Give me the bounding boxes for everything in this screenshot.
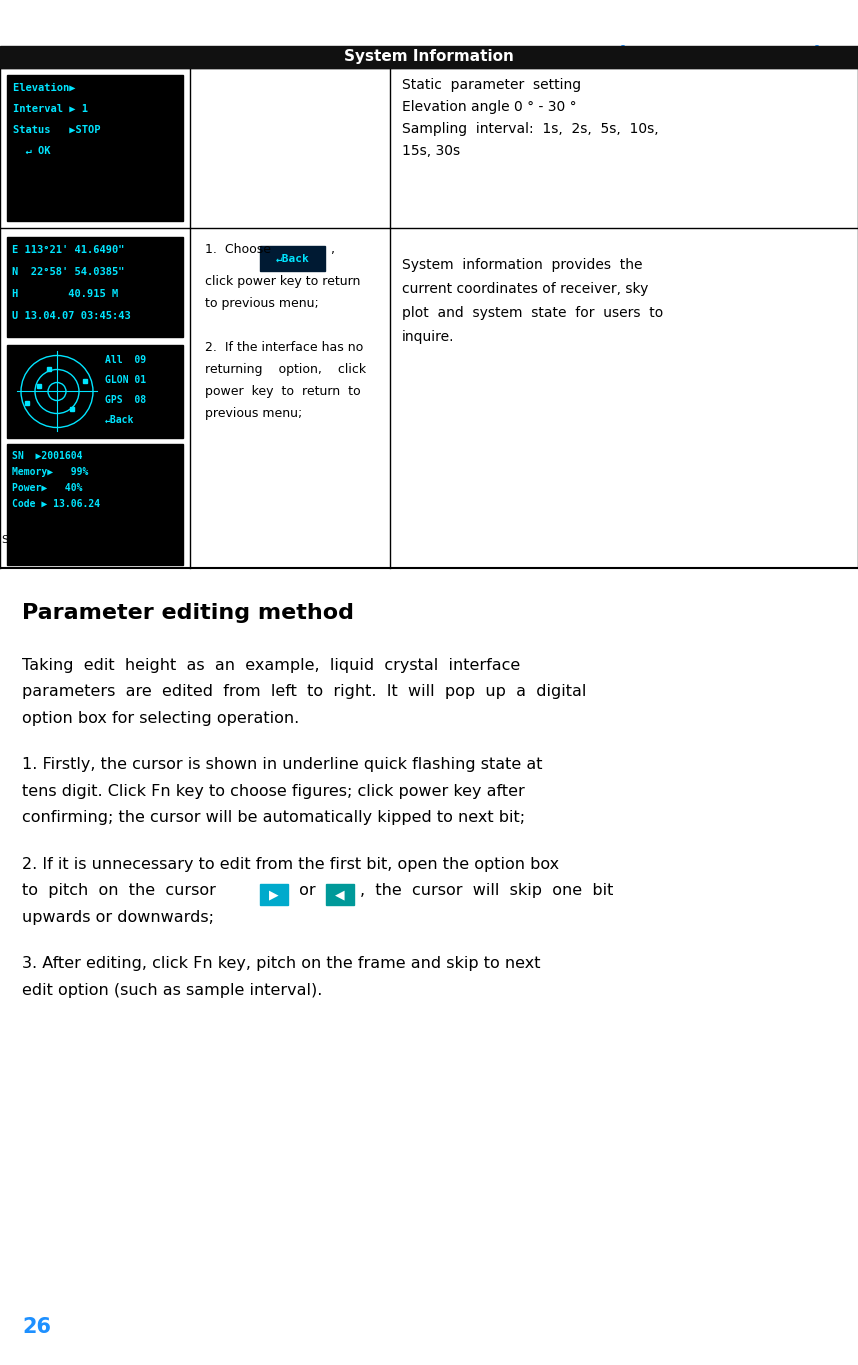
Text: 2.  If the interface has no: 2. If the interface has no (205, 341, 363, 354)
Text: GPS  08: GPS 08 (105, 394, 146, 405)
Text: Sampling  interval:  1s,  2s,  5s,  10s,: Sampling interval: 1s, 2s, 5s, 10s, (402, 121, 659, 136)
Text: 1. Firstly, the cursor is shown in underline quick flashing state at: 1. Firstly, the cursor is shown in under… (22, 758, 542, 773)
Text: HI: HI (18, 45, 53, 72)
Text: ↵Back: ↵Back (275, 254, 310, 263)
Bar (326, 885, 354, 905)
Text: Taking  edit  height  as  an  example,  liquid  crystal  interface: Taking edit height as an example, liquid… (22, 658, 520, 673)
Text: Parameter editing method: Parameter editing method (22, 603, 354, 622)
Text: option box for selecting operation.: option box for selecting operation. (22, 711, 299, 726)
Text: ↵ OK: ↵ OK (13, 146, 51, 156)
Text: 10: 10 (96, 86, 108, 97)
Text: ◀: ◀ (335, 889, 345, 901)
Text: ↵Back: ↵Back (105, 415, 135, 425)
Text: TARGET: TARGET (88, 45, 214, 72)
Bar (91, 81, 113, 100)
Text: power  key  to  return  to: power key to return to (205, 385, 360, 399)
Text: E 113°21' 41.6490": E 113°21' 41.6490" (12, 244, 124, 255)
Text: Code ▶ 13.06.24: Code ▶ 13.06.24 (12, 500, 100, 509)
Text: ,: , (331, 243, 335, 257)
Text: System  information  provides  the: System information provides the (402, 258, 643, 272)
Text: upwards or downwards;: upwards or downwards; (22, 910, 214, 925)
Text: S: S (1, 535, 8, 545)
Text: Elementary  Operation: Elementary Operation (607, 45, 846, 64)
Text: plot  and  system  state  for  users  to: plot and system state for users to (402, 306, 663, 319)
Text: GLON 01: GLON 01 (105, 375, 146, 385)
Text: click power key to return: click power key to return (205, 274, 360, 288)
Text: System Information: System Information (344, 49, 514, 64)
Bar (0, 46, 858, 68)
Text: 1.  Choose: 1. Choose (205, 243, 271, 257)
Bar (260, 885, 288, 905)
Text: inquire.: inquire. (402, 330, 455, 344)
Text: 3. After editing, click Fn key, pitch on the frame and skip to next: 3. After editing, click Fn key, pitch on… (22, 957, 541, 972)
Text: returning    option,    click: returning option, click (205, 363, 366, 375)
Bar (7, 345, 183, 438)
Text: edit option (such as sample interval).: edit option (such as sample interval). (22, 983, 323, 998)
Text: Elevation▶: Elevation▶ (13, 83, 82, 93)
Text: to  pitch  on  the  cursor: to pitch on the cursor (22, 883, 216, 898)
Text: Interval ▶ 1: Interval ▶ 1 (13, 104, 88, 115)
Text: All  09: All 09 (105, 355, 146, 364)
Text: parameters  are  edited  from  left  to  right.  It  will  pop  up  a  digital: parameters are edited from left to right… (22, 684, 586, 699)
Text: ▶: ▶ (269, 889, 279, 901)
Text: to previous menu;: to previous menu; (205, 298, 319, 310)
Text: Static  parameter  setting: Static parameter setting (402, 78, 581, 91)
Text: previous menu;: previous menu; (205, 407, 302, 420)
Text: H        40.915 M: H 40.915 M (12, 289, 118, 299)
Text: Memory▶   99%: Memory▶ 99% (12, 467, 88, 476)
Text: N  22°58' 54.0385": N 22°58' 54.0385" (12, 268, 124, 277)
Text: 2. If it is unnecessary to edit from the first bit, open the option box: 2. If it is unnecessary to edit from the… (22, 857, 559, 872)
Bar (7, 75, 183, 221)
Text: ,  the  cursor  will  skip  one  bit: , the cursor will skip one bit (360, 883, 613, 898)
Bar (7, 238, 183, 337)
Bar (7, 444, 183, 565)
Text: 26: 26 (22, 1317, 51, 1336)
Text: U 13.04.07 03:45:43: U 13.04.07 03:45:43 (12, 311, 130, 321)
Text: 15s, 30s: 15s, 30s (402, 143, 460, 158)
Text: current coordinates of receiver, sky: current coordinates of receiver, sky (402, 283, 649, 296)
Text: tens digit. Click Fn key to choose figures; click power key after: tens digit. Click Fn key to choose figur… (22, 784, 525, 799)
Text: ▶: ▶ (74, 45, 87, 63)
Bar (260, 246, 325, 272)
Text: Power▶   40%: Power▶ 40% (12, 483, 82, 493)
Text: Elevation angle 0 ° - 30 °: Elevation angle 0 ° - 30 ° (402, 100, 577, 115)
Text: or: or (294, 883, 316, 898)
Text: confirming; the cursor will be automatically kipped to next bit;: confirming; the cursor will be automatic… (22, 811, 525, 826)
Text: Status   ▶STOP: Status ▶STOP (13, 126, 100, 135)
Text: SN  ▶2001604: SN ▶2001604 (12, 450, 82, 461)
